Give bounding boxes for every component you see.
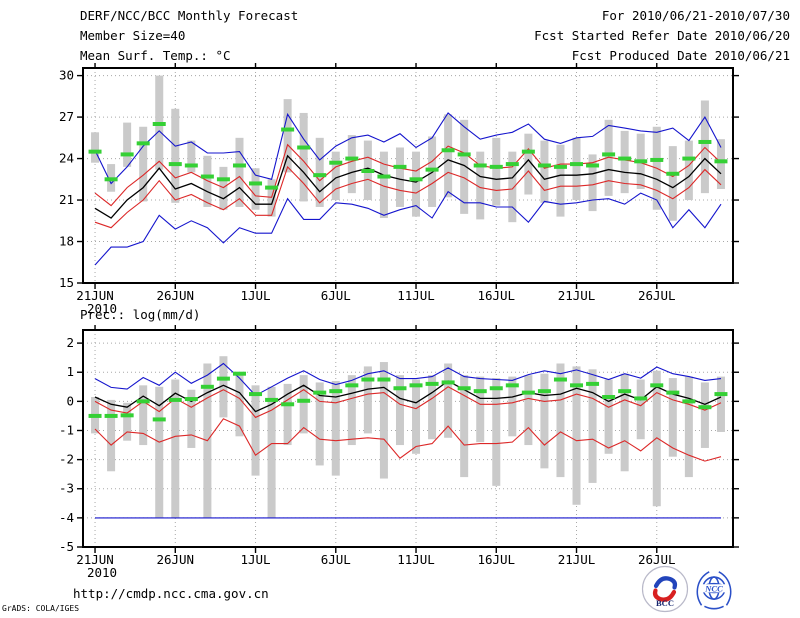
svg-text:-3: -3 [59,481,74,496]
svg-text:16JUL: 16JUL [477,552,515,567]
svg-text:0: 0 [66,393,74,408]
svg-text:21: 21 [59,192,74,207]
svg-text:30: 30 [59,68,74,83]
svg-text:26JUL: 26JUL [638,552,676,567]
climatology-dashes [88,121,728,190]
bcc-swirl-blue [653,576,678,590]
grid [83,68,733,283]
ncc-wreath-left [696,571,710,606]
ncc-logo: NCC [696,571,732,610]
series-mean-plus-sd [94,386,722,419]
member-size-label: Member Size=40 [80,28,186,43]
grid [83,330,733,547]
svg-text:21JUN: 21JUN [76,288,114,303]
plot-frame [82,67,734,284]
svg-text:6JUL: 6JUL [321,552,351,567]
bcc-logo-text: BCC [656,598,674,608]
svg-text:-1: -1 [59,422,74,437]
svg-text:11JUL: 11JUL [397,288,435,303]
svg-text:-4: -4 [59,510,74,525]
bcc-swirl-red [652,588,677,602]
member-range-bars [91,75,725,223]
svg-text:16JUL: 16JUL [477,288,515,303]
climatology-dashes [88,371,728,422]
prec-chart-title: Prec.: log(mm/d) [80,307,201,322]
source-url: http://cmdp.ncc.cma.gov.cn [73,586,269,601]
svg-text:1JUL: 1JUL [240,552,270,567]
series-member-max [94,362,722,397]
forecast-range-label: For 2010/06/21-2010/07/30 [601,8,790,23]
svg-text:21JUL: 21JUL [558,552,596,567]
grads-credit: GrADS: COLA/IGES [2,604,80,613]
svg-text:27: 27 [59,109,74,124]
series-member-min [94,190,722,266]
series-mean-plus-sd [94,143,722,207]
svg-text:26JUL: 26JUL [638,288,676,303]
svg-text:6JUL: 6JUL [321,288,351,303]
series-mean-minus-sd [94,165,722,229]
produced-date-label: Fcst Produced Date 2010/06/21 [571,48,790,63]
series-ensemble-mean [94,380,722,413]
svg-text:2010: 2010 [87,565,117,580]
svg-text:-5: -5 [59,539,74,554]
refer-date-label: Fcst Started Refer Date 2010/06/20 [534,28,790,43]
svg-text:15: 15 [59,275,74,290]
series-ensemble-mean [94,154,722,219]
bcc-logo: BCC [641,565,689,613]
svg-text:11JUL: 11JUL [397,552,435,567]
svg-text:2010: 2010 [87,301,117,316]
series-member-max [94,112,722,185]
member-range-bars [91,356,725,518]
svg-text:1: 1 [66,364,74,379]
series-mean-minus-sd [94,418,722,462]
ncc-base-curve [704,605,724,610]
svg-text:-2: -2 [59,452,74,467]
temp-chart-title: Mean Surf. Temp.: °C [80,48,231,63]
ncc-logo-text: NCC [704,583,723,593]
svg-text:21JUN: 21JUN [76,552,114,567]
ncc-band [701,584,727,593]
svg-text:2: 2 [66,335,74,350]
svg-text:24: 24 [59,151,74,166]
plot-frame [82,329,734,548]
ncc-wreath-right [718,571,732,606]
svg-text:1JUL: 1JUL [240,288,270,303]
page-title: DERF/NCC/BCC Monthly Forecast [80,8,299,23]
svg-text:18: 18 [59,234,74,249]
svg-text:26JUN: 26JUN [156,552,194,567]
bcc-logo-ring [641,565,689,613]
svg-text:26JUN: 26JUN [156,288,194,303]
svg-text:21JUL: 21JUL [558,288,596,303]
